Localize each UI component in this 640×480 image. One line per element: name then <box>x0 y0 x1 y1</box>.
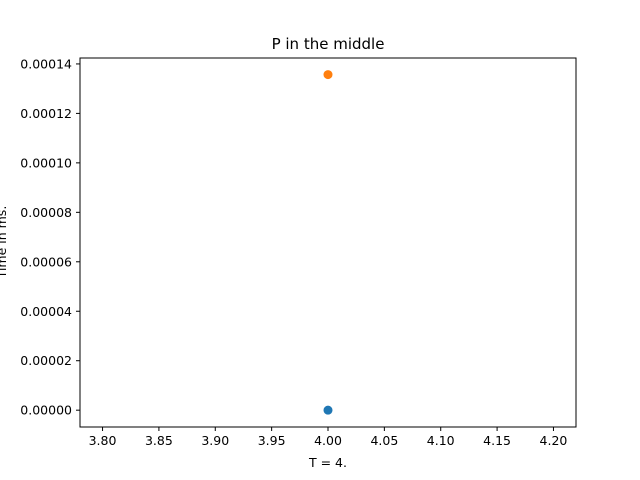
y-tick-label: 0.00012 <box>20 106 72 121</box>
y-tick-label: 0.00010 <box>20 155 72 170</box>
y-tick-label: 0.00008 <box>20 205 72 220</box>
chart-title: P in the middle <box>272 35 385 53</box>
y-tick-label: 0.00014 <box>20 56 72 71</box>
x-tick-label: 4.00 <box>314 433 342 448</box>
x-tick-label: 4.20 <box>540 433 568 448</box>
x-tick-label: 4.05 <box>370 433 398 448</box>
plot-frame <box>79 57 577 428</box>
x-tick-label: 3.85 <box>145 433 173 448</box>
x-tick-label: 4.10 <box>427 433 455 448</box>
x-tick-label: 3.90 <box>201 433 229 448</box>
data-point-series-1 <box>323 405 333 415</box>
y-tick-label: 0.00002 <box>20 353 72 368</box>
y-tick-label: 0.00006 <box>20 254 72 269</box>
ticks-group: 3.80 3.85 3.90 3.95 4.00 4.05 4.10 4.15 4.20 0.00… <box>20 56 567 448</box>
y-tick-label: 0.00004 <box>20 304 72 319</box>
x-tick-label: 3.95 <box>258 433 286 448</box>
points-group <box>323 70 333 415</box>
y-tick-label: 0.00000 <box>20 403 72 418</box>
data-point-series-2 <box>323 70 333 80</box>
x-tick-label: 4.15 <box>483 433 511 448</box>
x-tick-label: 3.80 <box>89 433 117 448</box>
y-axis-label: Time in ms. <box>0 206 9 280</box>
x-axis-label: T = 4. <box>308 455 347 470</box>
